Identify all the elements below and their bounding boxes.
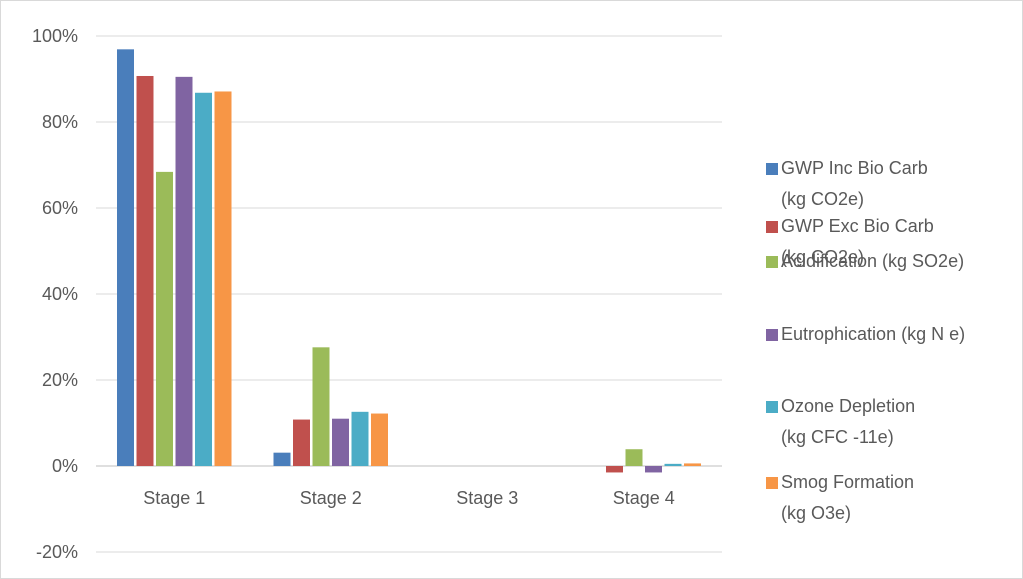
legend-swatch bbox=[766, 401, 778, 413]
bar bbox=[606, 466, 623, 473]
y-tick-label: 0% bbox=[52, 456, 78, 476]
y-tick-label: -20% bbox=[36, 542, 78, 562]
legend-label: (kg O3e) bbox=[781, 503, 851, 523]
bar bbox=[156, 171, 173, 466]
legend-label: (kg CFC -11e) bbox=[781, 427, 894, 447]
bar bbox=[195, 92, 212, 466]
bar bbox=[371, 413, 388, 466]
y-tick-label: 20% bbox=[42, 370, 78, 390]
bars bbox=[117, 49, 701, 473]
bar bbox=[312, 347, 330, 466]
legend: GWP Inc Bio Carb (kg CO2e) GWP Exc Bio Car… bbox=[766, 158, 965, 523]
legend-label: Acidification (kg SO2e) bbox=[781, 251, 964, 271]
legend-swatch bbox=[766, 256, 778, 268]
legend-label: GWP Exc Bio Carb bbox=[781, 216, 934, 236]
legend-label: Ozone Depletion bbox=[781, 396, 915, 416]
x-axis-category-labels: Stage 1 Stage 2 Stage 3 Stage 4 bbox=[143, 488, 675, 508]
y-tick-label: 40% bbox=[42, 284, 78, 304]
bar bbox=[214, 91, 232, 466]
bar bbox=[351, 411, 369, 466]
y-axis-tick-labels: -20% 0% 20% 40% 60% 80% 100% bbox=[32, 26, 78, 562]
bar bbox=[645, 466, 662, 473]
bar bbox=[664, 463, 682, 466]
legend-label: GWP Inc Bio Carb bbox=[781, 158, 928, 178]
bar bbox=[293, 419, 310, 466]
bar bbox=[273, 452, 291, 466]
bar bbox=[136, 75, 154, 467]
bar bbox=[332, 418, 349, 466]
y-tick-label: 80% bbox=[42, 112, 78, 132]
legend-label: Eutrophication (kg N e) bbox=[781, 324, 965, 344]
legend-swatch bbox=[766, 477, 778, 489]
bar bbox=[625, 449, 643, 466]
legend-swatch bbox=[766, 329, 778, 341]
legend-label: (kg CO2e) bbox=[781, 247, 864, 267]
legend-swatch bbox=[766, 163, 778, 175]
legend-swatch bbox=[766, 221, 778, 233]
category-label: Stage 2 bbox=[300, 488, 362, 508]
category-label: Stage 4 bbox=[613, 488, 675, 508]
legend-label: Smog Formation bbox=[781, 472, 914, 492]
bar bbox=[684, 463, 701, 466]
y-tick-label: 100% bbox=[32, 26, 78, 46]
bar bbox=[175, 76, 193, 466]
category-label: Stage 3 bbox=[456, 488, 518, 508]
y-tick-label: 60% bbox=[42, 198, 78, 218]
bar bbox=[117, 49, 134, 467]
category-label: Stage 1 bbox=[143, 488, 205, 508]
legend-label: (kg CO2e) bbox=[781, 189, 864, 209]
